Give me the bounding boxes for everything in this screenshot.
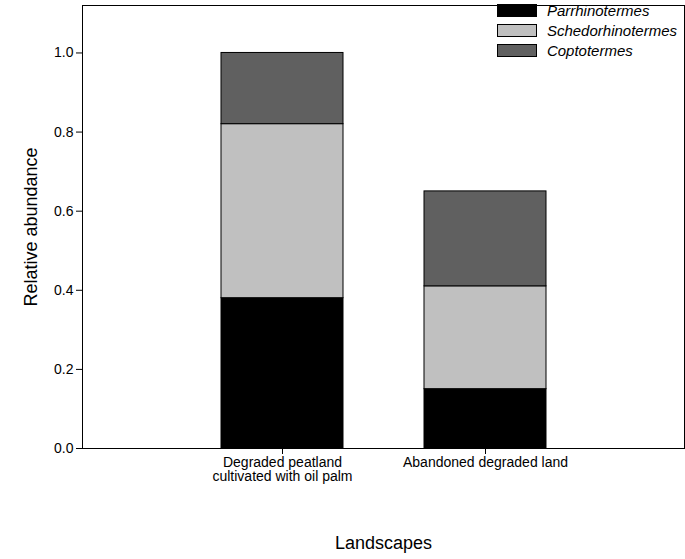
svg-text:Degraded peatlandcultivated wi: Degraded peatlandcultivated with oil pal… (212, 454, 352, 484)
svg-text:0.2: 0.2 (54, 361, 74, 377)
svg-text:Abandoned degraded land: Abandoned degraded land (403, 454, 568, 470)
html-text:Coptotermes: Coptotermes (546, 41, 633, 59)
html-text:Schedorhinotermes: Schedorhinotermes (546, 21, 677, 39)
html-text:Parrhinotermes: Parrhinotermes (546, 1, 650, 19)
svg-text:0.8: 0.8 (54, 124, 74, 140)
svg-text:0.6: 0.6 (54, 203, 74, 219)
svg-text:0.0: 0.0 (54, 440, 74, 456)
svg-text:Relative abundance: Relative abundance (21, 147, 41, 306)
svg-text:Landscapes: Landscapes (335, 533, 432, 553)
svg-text:0.4: 0.4 (54, 282, 74, 298)
svg-text:1.0: 1.0 (54, 44, 74, 60)
